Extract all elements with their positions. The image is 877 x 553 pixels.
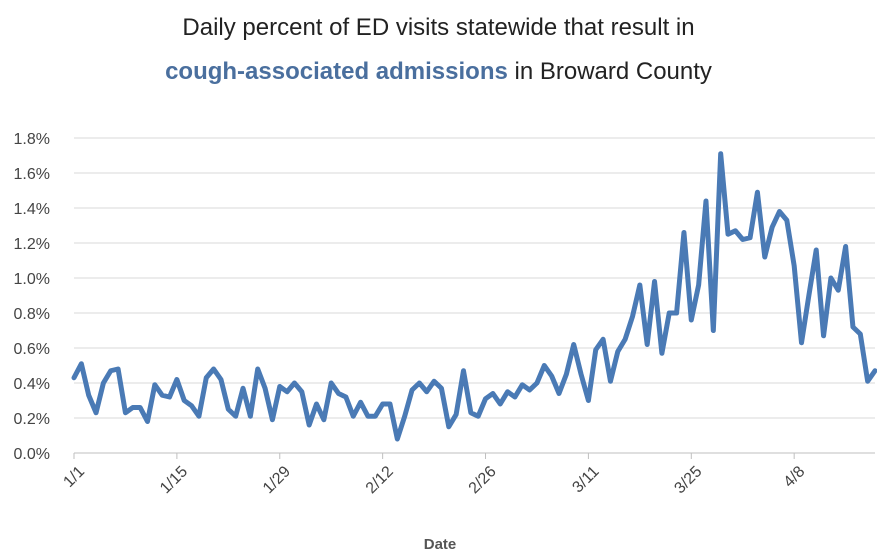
x-tick-label: 1/15 <box>157 463 191 497</box>
series-line <box>71 151 877 442</box>
x-tick-label: 1/1 <box>60 463 88 491</box>
x-tick-label: 2/26 <box>466 463 500 497</box>
x-axis-ticks: 1/1 1/15 1/29 2/12 2/26 3/11 3/25 4/8 <box>60 453 808 497</box>
x-axis-label: Date <box>424 536 457 553</box>
y-tick-label: 1.2% <box>14 236 50 253</box>
chart-title-line2: cough-associated admissions in Broward C… <box>0 58 877 86</box>
y-tick-label: 1.0% <box>14 271 50 288</box>
y-tick-label: 1.8% <box>14 131 50 148</box>
y-tick-label: 0.2% <box>14 411 50 428</box>
x-tick-label: 4/8 <box>781 463 809 491</box>
y-tick-label: 0.0% <box>14 446 50 463</box>
y-tick-label: 0.6% <box>14 341 50 358</box>
x-tick-label: 2/12 <box>363 463 397 497</box>
x-tick-label: 1/29 <box>260 463 294 497</box>
y-tick-label: 1.6% <box>14 166 50 183</box>
y-axis-ticks: 0.0% 0.2% 0.4% 0.6% 0.8% 1.0% 1.2% 1.4% 1.6% 1.8% <box>14 131 50 463</box>
chart-title-highlight: cough-associated admissions <box>165 58 508 85</box>
series-group <box>71 151 877 442</box>
chart-title-line1: Daily percent of ED visits statewide tha… <box>182 14 695 41</box>
y-tick-label: 0.4% <box>14 376 50 393</box>
x-tick-label: 3/11 <box>569 463 602 496</box>
chart-title-rest: in Broward County <box>507 58 712 85</box>
y-tick-label: 0.8% <box>14 306 50 323</box>
x-tick-label: 3/25 <box>671 463 705 497</box>
y-tick-label: 1.4% <box>14 201 50 218</box>
